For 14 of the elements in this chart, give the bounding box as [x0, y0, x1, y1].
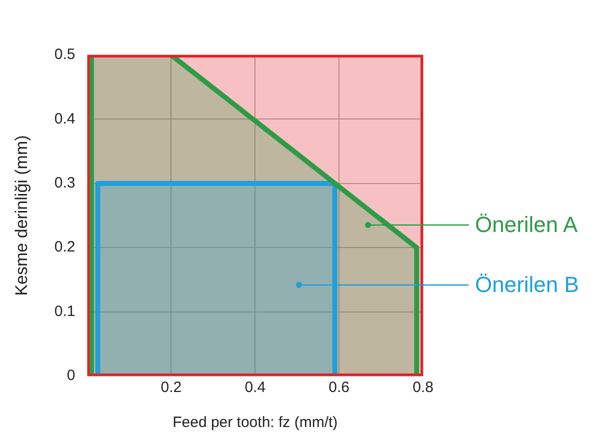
x-axis-title: Feed per tooth: fz (mm/t) — [172, 414, 338, 432]
y-tick-label: 0.4 — [54, 110, 76, 128]
text: Önerilen B — [475, 271, 579, 300]
y-tick-label: 0 — [66, 367, 76, 384]
x-tick-label: 0.6 — [328, 379, 350, 396]
y-tick-label: 0.1 — [54, 302, 76, 320]
x-tick-label: 0.4 — [244, 379, 266, 396]
y-axis-title: Kesme derinliği (mm) — [12, 135, 31, 296]
x-tick-label: 0.2 — [160, 379, 182, 396]
y-tick-label: 0.2 — [54, 238, 76, 256]
legend-label: Önerilen A — [475, 211, 578, 240]
x-tick-label: 0.8 — [412, 379, 434, 396]
y-tick-label: 0.5 — [54, 46, 76, 64]
y-tick-label: 0.3 — [54, 174, 76, 192]
